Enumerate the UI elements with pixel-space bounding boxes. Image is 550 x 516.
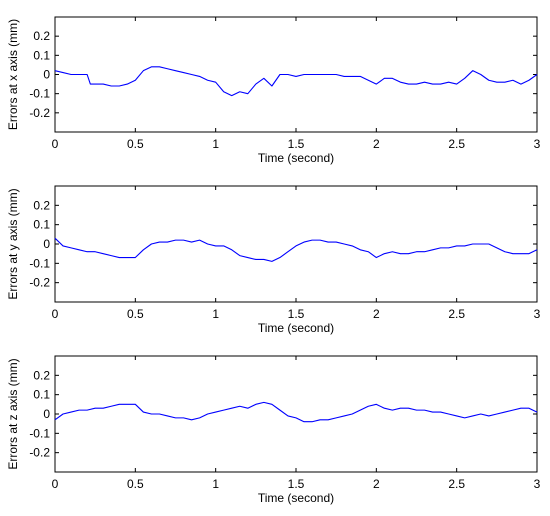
y-tick-label: -0.1 — [29, 256, 50, 270]
y-tick-label: 0.2 — [33, 198, 50, 212]
plot-frame — [54, 185, 538, 303]
x-tick-label: 0 — [52, 477, 59, 491]
x-tick-label: 3 — [534, 477, 541, 491]
x-tick-label: 3 — [534, 307, 541, 321]
y-tick-label: -0.2 — [29, 446, 50, 460]
y-tick-label: -0.1 — [29, 87, 50, 101]
y-tick-label: 0.1 — [33, 218, 50, 232]
x-tick-label: 1.5 — [288, 477, 305, 491]
y-tick-label: 0.1 — [33, 388, 50, 402]
y-tick-label: 0 — [43, 407, 50, 421]
plot-frame — [54, 355, 538, 473]
x-tick-label: 1.5 — [288, 137, 305, 151]
plot-frame — [54, 16, 538, 133]
y-axis-label: Errors at z axis (mm) — [6, 358, 20, 469]
series-line-1 — [54, 401, 538, 423]
y-axis-label: Errors at y axis (mm) — [6, 188, 20, 299]
y-axis-label: Errors at x axis (mm) — [6, 19, 20, 130]
x-tick-label: 2.5 — [448, 137, 465, 151]
x-axis-label: Time (second) — [258, 321, 334, 335]
x-axis-label: Time (second) — [258, 151, 334, 165]
chart-panel-2: 0 0.5 1 1.5 2 2.5 3 0.2 0.1 0 -0.1 -0.2 Time (second… — [6, 185, 541, 335]
x-tick-label: 1.5 — [288, 307, 305, 321]
x-tick-label: 1 — [212, 137, 219, 151]
x-tick-label: 2.5 — [448, 477, 465, 491]
x-tick-label: 0 — [52, 137, 59, 151]
y-tick-label: 0 — [43, 237, 50, 251]
y-tick-label: 0.2 — [33, 368, 50, 382]
y-tick-label: 0 — [43, 68, 50, 82]
x-tick-label: 2.5 — [448, 307, 465, 321]
x-tick-label: 0.5 — [127, 307, 144, 321]
series-line-1 — [54, 66, 538, 97]
chart-panel-3: 0 0.5 1 1.5 2 2.5 3 0.2 0.1 0 -0.1 -0.2 Time (second… — [6, 355, 541, 505]
y-tick-label: 0.1 — [33, 48, 50, 62]
series-line-1 — [54, 237, 538, 262]
x-tick-label: 1 — [212, 307, 219, 321]
x-tick-label: 2 — [373, 137, 380, 151]
x-tick-label: 0.5 — [127, 477, 144, 491]
x-tick-label: 1 — [212, 477, 219, 491]
x-tick-label: 0 — [52, 307, 59, 321]
chart-panel-1: 0 0.5 1 1.5 2 2.5 3 0.2 0.1 0 -0.1 -0.2 Time (second… — [6, 16, 541, 165]
y-tick-label: 0.2 — [33, 29, 50, 43]
x-tick-label: 2 — [373, 307, 380, 321]
x-tick-label: 2 — [373, 477, 380, 491]
x-tick-label: 3 — [534, 137, 541, 151]
y-tick-label: -0.2 — [29, 106, 50, 120]
y-tick-label: -0.2 — [29, 276, 50, 290]
x-axis-label: Time (second) — [258, 491, 334, 505]
y-tick-label: -0.1 — [29, 426, 50, 440]
x-tick-label: 0.5 — [127, 137, 144, 151]
